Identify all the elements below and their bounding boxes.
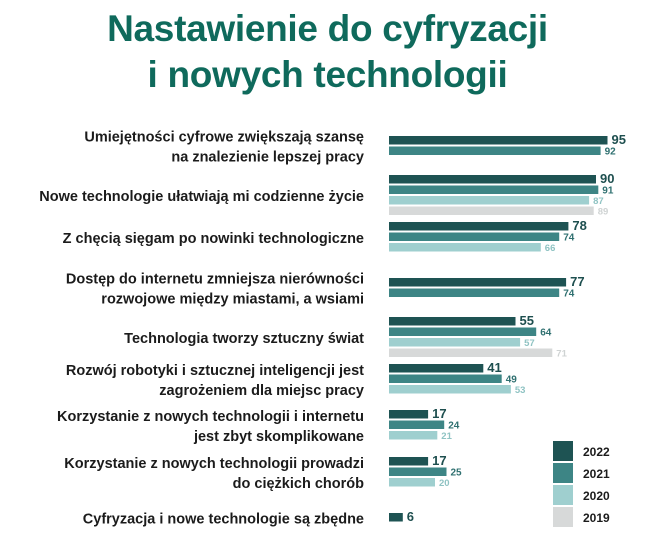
legend-swatch-2022 — [553, 441, 573, 461]
value-label-2021: 25 — [451, 468, 463, 479]
chart-title-line-1: Nastawienie do cyfryzacji — [107, 8, 548, 49]
value-label-2022: 17 — [432, 406, 446, 421]
category-label: Korzystanie z nowych technologii i inter… — [57, 409, 364, 425]
value-label-2022: 55 — [520, 313, 534, 328]
category-label: Umiejętności cyfrowe zwiększają szansę — [84, 130, 364, 146]
bar-2022 — [389, 136, 608, 145]
bar-2020 — [389, 243, 541, 252]
value-label-2021: 64 — [540, 328, 552, 339]
bar-2022 — [389, 364, 484, 373]
bar-2021 — [389, 420, 445, 429]
bar-2021 — [389, 327, 537, 336]
bar-2021 — [389, 185, 599, 194]
value-label-2022: 41 — [487, 360, 501, 375]
bar-2021 — [389, 146, 601, 155]
value-label-2021: 74 — [563, 233, 575, 244]
value-label-2021: 49 — [506, 375, 518, 386]
category-label: rozwojowe między miastami, a wsiami — [101, 292, 364, 308]
value-label-2022: 95 — [612, 132, 626, 147]
bar-2020 — [389, 196, 590, 205]
legend-swatch-2021 — [553, 463, 573, 483]
value-label-2019: 89 — [598, 207, 609, 218]
bar-2020 — [389, 478, 435, 487]
bar-2021 — [389, 467, 447, 476]
chart-title-line-2: i nowych technologii — [147, 54, 508, 95]
value-label-2022: 6 — [407, 509, 414, 524]
bar-2022 — [389, 278, 567, 287]
value-label-2020: 20 — [439, 478, 450, 489]
category-label: Z chęcią sięgam po nowinki technologiczn… — [63, 231, 364, 247]
bar-2022 — [389, 317, 516, 326]
bar-2022 — [389, 175, 596, 184]
bar-2021 — [389, 288, 560, 297]
legend-swatch-2020 — [553, 485, 573, 505]
value-label-2022: 17 — [432, 453, 446, 468]
legend-swatch-2019 — [553, 507, 573, 527]
value-label-2020: 87 — [593, 196, 604, 207]
bar-2021 — [389, 232, 560, 241]
legend-label-2021: 2021 — [583, 467, 610, 481]
category-label: Technologia tworzy sztuczny świat — [124, 331, 364, 347]
bar-2020 — [389, 338, 521, 347]
value-label-2020: 53 — [515, 385, 526, 396]
value-label-2021: 92 — [605, 147, 617, 158]
category-label: Dostęp do internetu zmniejsza nierównośc… — [66, 272, 364, 288]
bar-2022 — [389, 410, 429, 419]
value-label-2022: 77 — [570, 274, 584, 289]
category-label: na znalezienie lepszej pracy — [171, 150, 364, 166]
category-label: zagrożeniem dla miejsc pracy — [159, 383, 364, 399]
value-label-2020: 57 — [524, 338, 535, 349]
value-label-2022: 78 — [572, 218, 586, 233]
category-label: Rozwój robotyki i sztucznej inteligencji… — [66, 363, 364, 379]
category-label: Korzystanie z nowych technologii prowadz… — [64, 456, 364, 472]
value-label-2021: 74 — [563, 289, 575, 300]
legend-label-2022: 2022 — [583, 445, 610, 459]
category-label: jest zbyt skomplikowane — [193, 429, 364, 445]
bar-2022 — [389, 457, 429, 466]
value-label-2021: 24 — [448, 421, 460, 432]
chart-title: Nastawienie do cyfryzacji i nowych techn… — [0, 6, 655, 98]
legend-label-2020: 2020 — [583, 489, 610, 503]
value-label-2020: 66 — [545, 243, 556, 254]
category-label: Cyfryzacja i nowe technologie są zbędne — [83, 511, 364, 527]
bar-2019 — [389, 348, 553, 357]
value-label-2021: 91 — [602, 186, 614, 197]
category-label: do ciężkich chorób — [233, 476, 364, 492]
bar-2022 — [389, 513, 403, 522]
bar-2020 — [389, 385, 511, 394]
bar-2019 — [389, 206, 594, 215]
bar-2022 — [389, 222, 569, 231]
value-label-2020: 21 — [441, 431, 452, 442]
bar-2020 — [389, 431, 438, 440]
bar-2021 — [389, 374, 502, 383]
category-label: Nowe technologie ułatwiają mi codzienne … — [39, 189, 364, 205]
value-label-2022: 90 — [600, 171, 614, 186]
legend-label-2019: 2019 — [583, 511, 610, 525]
value-label-2019: 71 — [556, 349, 567, 360]
